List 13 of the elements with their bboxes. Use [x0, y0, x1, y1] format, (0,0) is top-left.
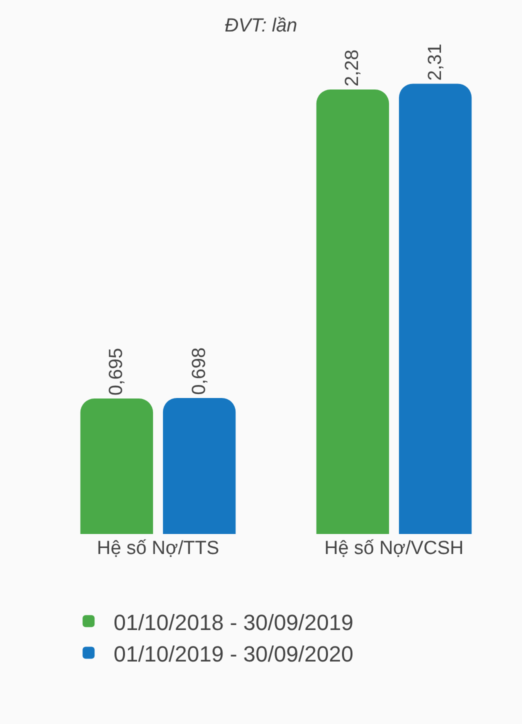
bar [80, 398, 154, 534]
data-label: 0,698 [188, 347, 210, 395]
bar [162, 398, 236, 534]
chart-title: ĐVT: lần [224, 15, 298, 36]
bar [316, 90, 390, 534]
bar [398, 84, 472, 534]
data-label: 2,28 [342, 50, 364, 87]
data-label: 2,31 [424, 44, 446, 81]
data-label: 0,695 [106, 348, 128, 396]
x-tick-label: Hệ số Nợ/TTS [96, 538, 220, 559]
legend-label: 01/10/2019 - 30/09/2020 [114, 641, 354, 666]
x-tick-label: Hệ số Nợ/VCSH [324, 538, 464, 559]
legend-label: 01/10/2018 - 30/09/2019 [114, 610, 354, 635]
